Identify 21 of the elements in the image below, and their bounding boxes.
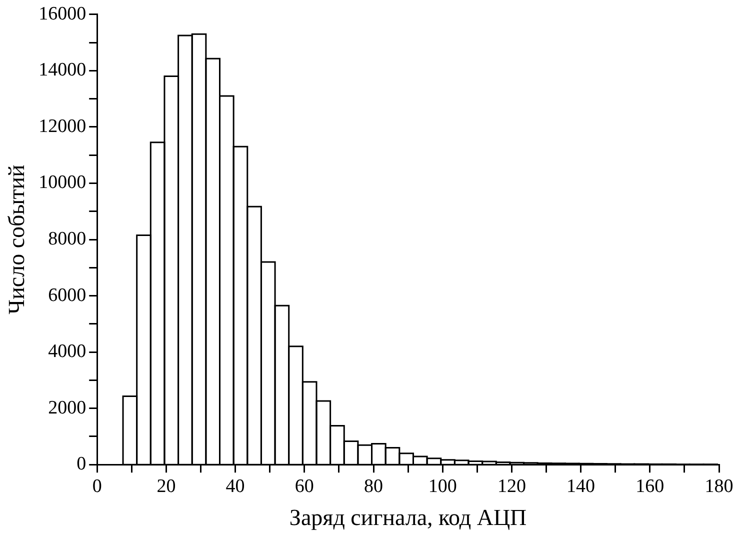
y-tick-label: 2000 [48,397,86,418]
y-tick-label: 4000 [48,341,86,362]
x-axis-title: Заряд сигнала, код АЦП [289,505,527,530]
x-tick-label: 0 [92,476,102,497]
x-tick-label: 80 [364,476,383,497]
y-tick-label: 16000 [38,3,86,24]
x-tick-label: 180 [704,476,734,497]
x-tick-label: 140 [566,476,596,497]
x-tick-label: 20 [156,476,176,497]
y-tick-label: 8000 [48,228,86,250]
x-tick-label: 60 [294,476,314,497]
y-axis-title: Число событий [4,164,29,314]
y-tick-label: 0 [76,454,86,475]
x-tick-label: 40 [226,476,245,497]
x-tick-label: 120 [497,476,526,497]
y-tick-label: 10000 [38,172,86,194]
x-tick-label: 160 [636,476,664,497]
y-tick-label: 14000 [38,60,86,81]
x-tick-label: 100 [428,476,457,497]
y-tick-label: 12000 [38,116,86,137]
y-tick-label: 6000 [48,284,86,306]
